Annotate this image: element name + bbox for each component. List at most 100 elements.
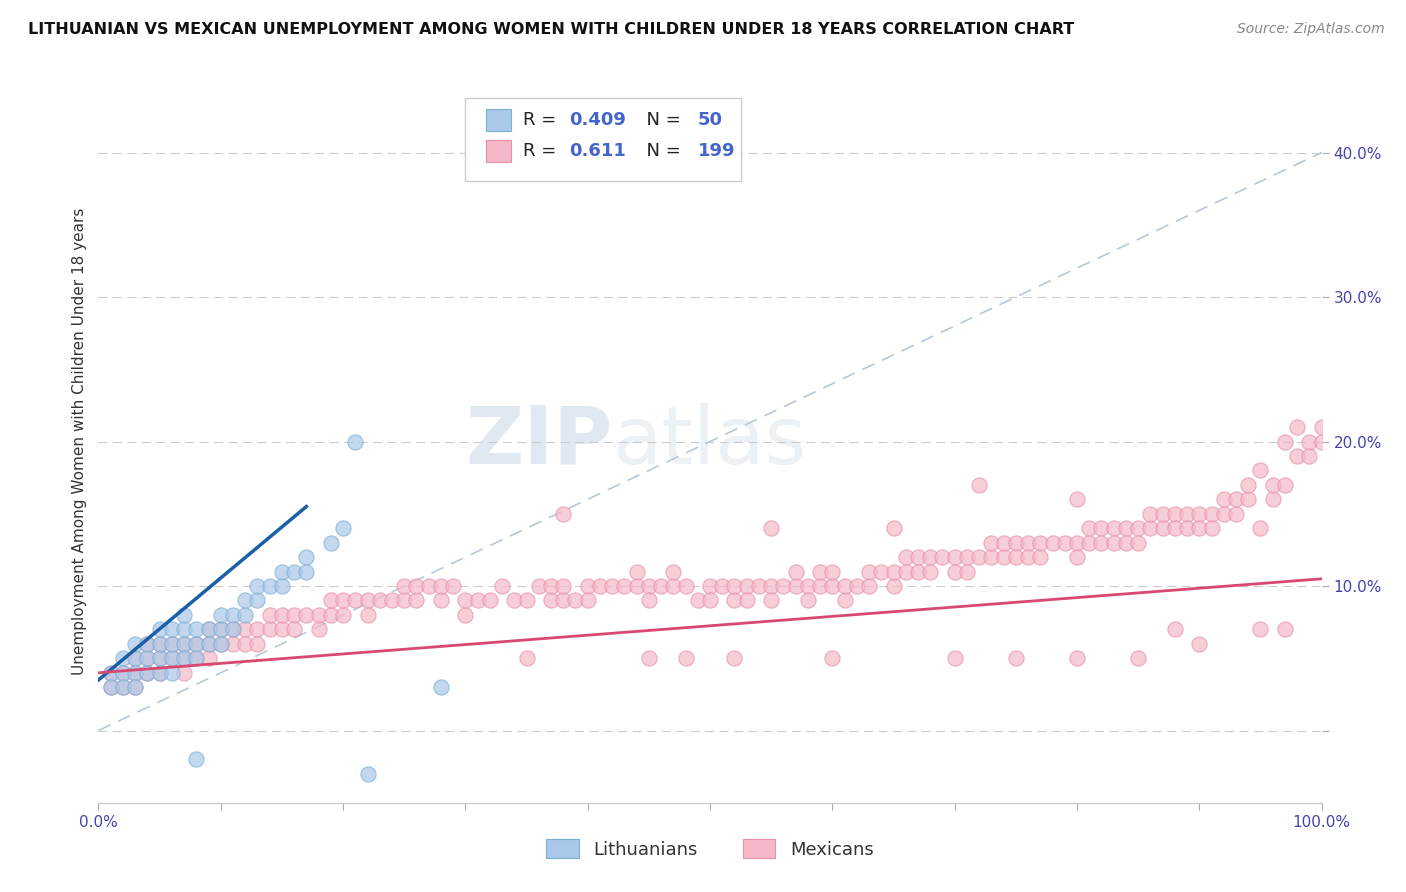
Point — [124, 665, 146, 680]
Point — [943, 565, 966, 579]
Point — [711, 579, 734, 593]
Point — [160, 665, 183, 680]
Point — [186, 623, 208, 637]
Text: Source: ZipAtlas.com: Source: ZipAtlas.com — [1237, 22, 1385, 37]
Point — [834, 579, 856, 593]
Point — [392, 579, 416, 593]
Point — [319, 593, 342, 607]
Point — [186, 651, 208, 665]
Point — [209, 607, 232, 622]
Point — [1249, 623, 1271, 637]
Point — [503, 593, 526, 607]
Point — [1298, 434, 1320, 449]
Point — [699, 579, 721, 593]
Point — [797, 579, 820, 593]
Point — [527, 579, 550, 593]
Point — [209, 637, 232, 651]
Point — [430, 579, 453, 593]
Point — [111, 665, 134, 680]
Point — [233, 623, 256, 637]
Point — [1042, 535, 1064, 549]
Point — [368, 593, 391, 607]
FancyBboxPatch shape — [465, 98, 741, 181]
Point — [907, 565, 929, 579]
Point — [553, 579, 575, 593]
Point — [1225, 492, 1247, 507]
Point — [233, 607, 256, 622]
Point — [454, 607, 477, 622]
Point — [1237, 492, 1260, 507]
Point — [246, 637, 269, 651]
Point — [1175, 521, 1198, 535]
Point — [564, 593, 586, 607]
Point — [136, 665, 159, 680]
Point — [160, 651, 183, 665]
Point — [233, 593, 256, 607]
Point — [637, 593, 661, 607]
Point — [100, 665, 122, 680]
Point — [124, 651, 146, 665]
Point — [1115, 521, 1137, 535]
Point — [356, 593, 378, 607]
Point — [1128, 651, 1150, 665]
Point — [626, 565, 648, 579]
Point — [295, 607, 318, 622]
Point — [675, 579, 697, 593]
Point — [136, 665, 159, 680]
Point — [454, 593, 477, 607]
Point — [735, 579, 758, 593]
Point — [332, 593, 354, 607]
Point — [821, 579, 844, 593]
Point — [808, 579, 831, 593]
Point — [222, 623, 245, 637]
Point — [124, 665, 146, 680]
Point — [943, 651, 966, 665]
Point — [1201, 521, 1223, 535]
Point — [980, 535, 1002, 549]
Point — [870, 565, 893, 579]
Point — [1249, 463, 1271, 477]
Point — [124, 637, 146, 651]
Point — [124, 680, 146, 694]
Point — [1310, 420, 1333, 434]
Point — [808, 565, 831, 579]
Point — [222, 637, 245, 651]
Point — [344, 593, 367, 607]
Point — [270, 579, 294, 593]
Point — [1066, 550, 1088, 565]
Point — [553, 593, 575, 607]
Point — [405, 593, 427, 607]
Point — [222, 623, 245, 637]
Point — [1004, 651, 1026, 665]
Point — [1090, 521, 1112, 535]
Point — [136, 637, 159, 651]
Point — [186, 651, 208, 665]
Point — [515, 593, 537, 607]
Text: R =: R = — [523, 142, 568, 160]
Point — [270, 607, 294, 622]
Point — [478, 593, 501, 607]
Point — [186, 637, 208, 651]
Point — [405, 579, 427, 593]
Point — [283, 565, 305, 579]
Point — [967, 478, 990, 492]
Point — [894, 565, 917, 579]
Point — [173, 607, 195, 622]
Point — [136, 637, 159, 651]
Point — [209, 623, 232, 637]
Point — [430, 593, 453, 607]
Point — [967, 550, 990, 565]
Y-axis label: Unemployment Among Women with Children Under 18 years: Unemployment Among Women with Children U… — [72, 208, 87, 675]
Point — [637, 651, 661, 665]
Point — [418, 579, 440, 593]
Point — [124, 680, 146, 694]
Point — [834, 593, 856, 607]
Point — [761, 593, 783, 607]
Point — [332, 521, 354, 535]
Point — [785, 565, 807, 579]
Point — [1090, 535, 1112, 549]
Point — [160, 623, 183, 637]
Legend: Lithuanians, Mexicans: Lithuanians, Mexicans — [540, 832, 880, 866]
Point — [1249, 521, 1271, 535]
Point — [124, 651, 146, 665]
